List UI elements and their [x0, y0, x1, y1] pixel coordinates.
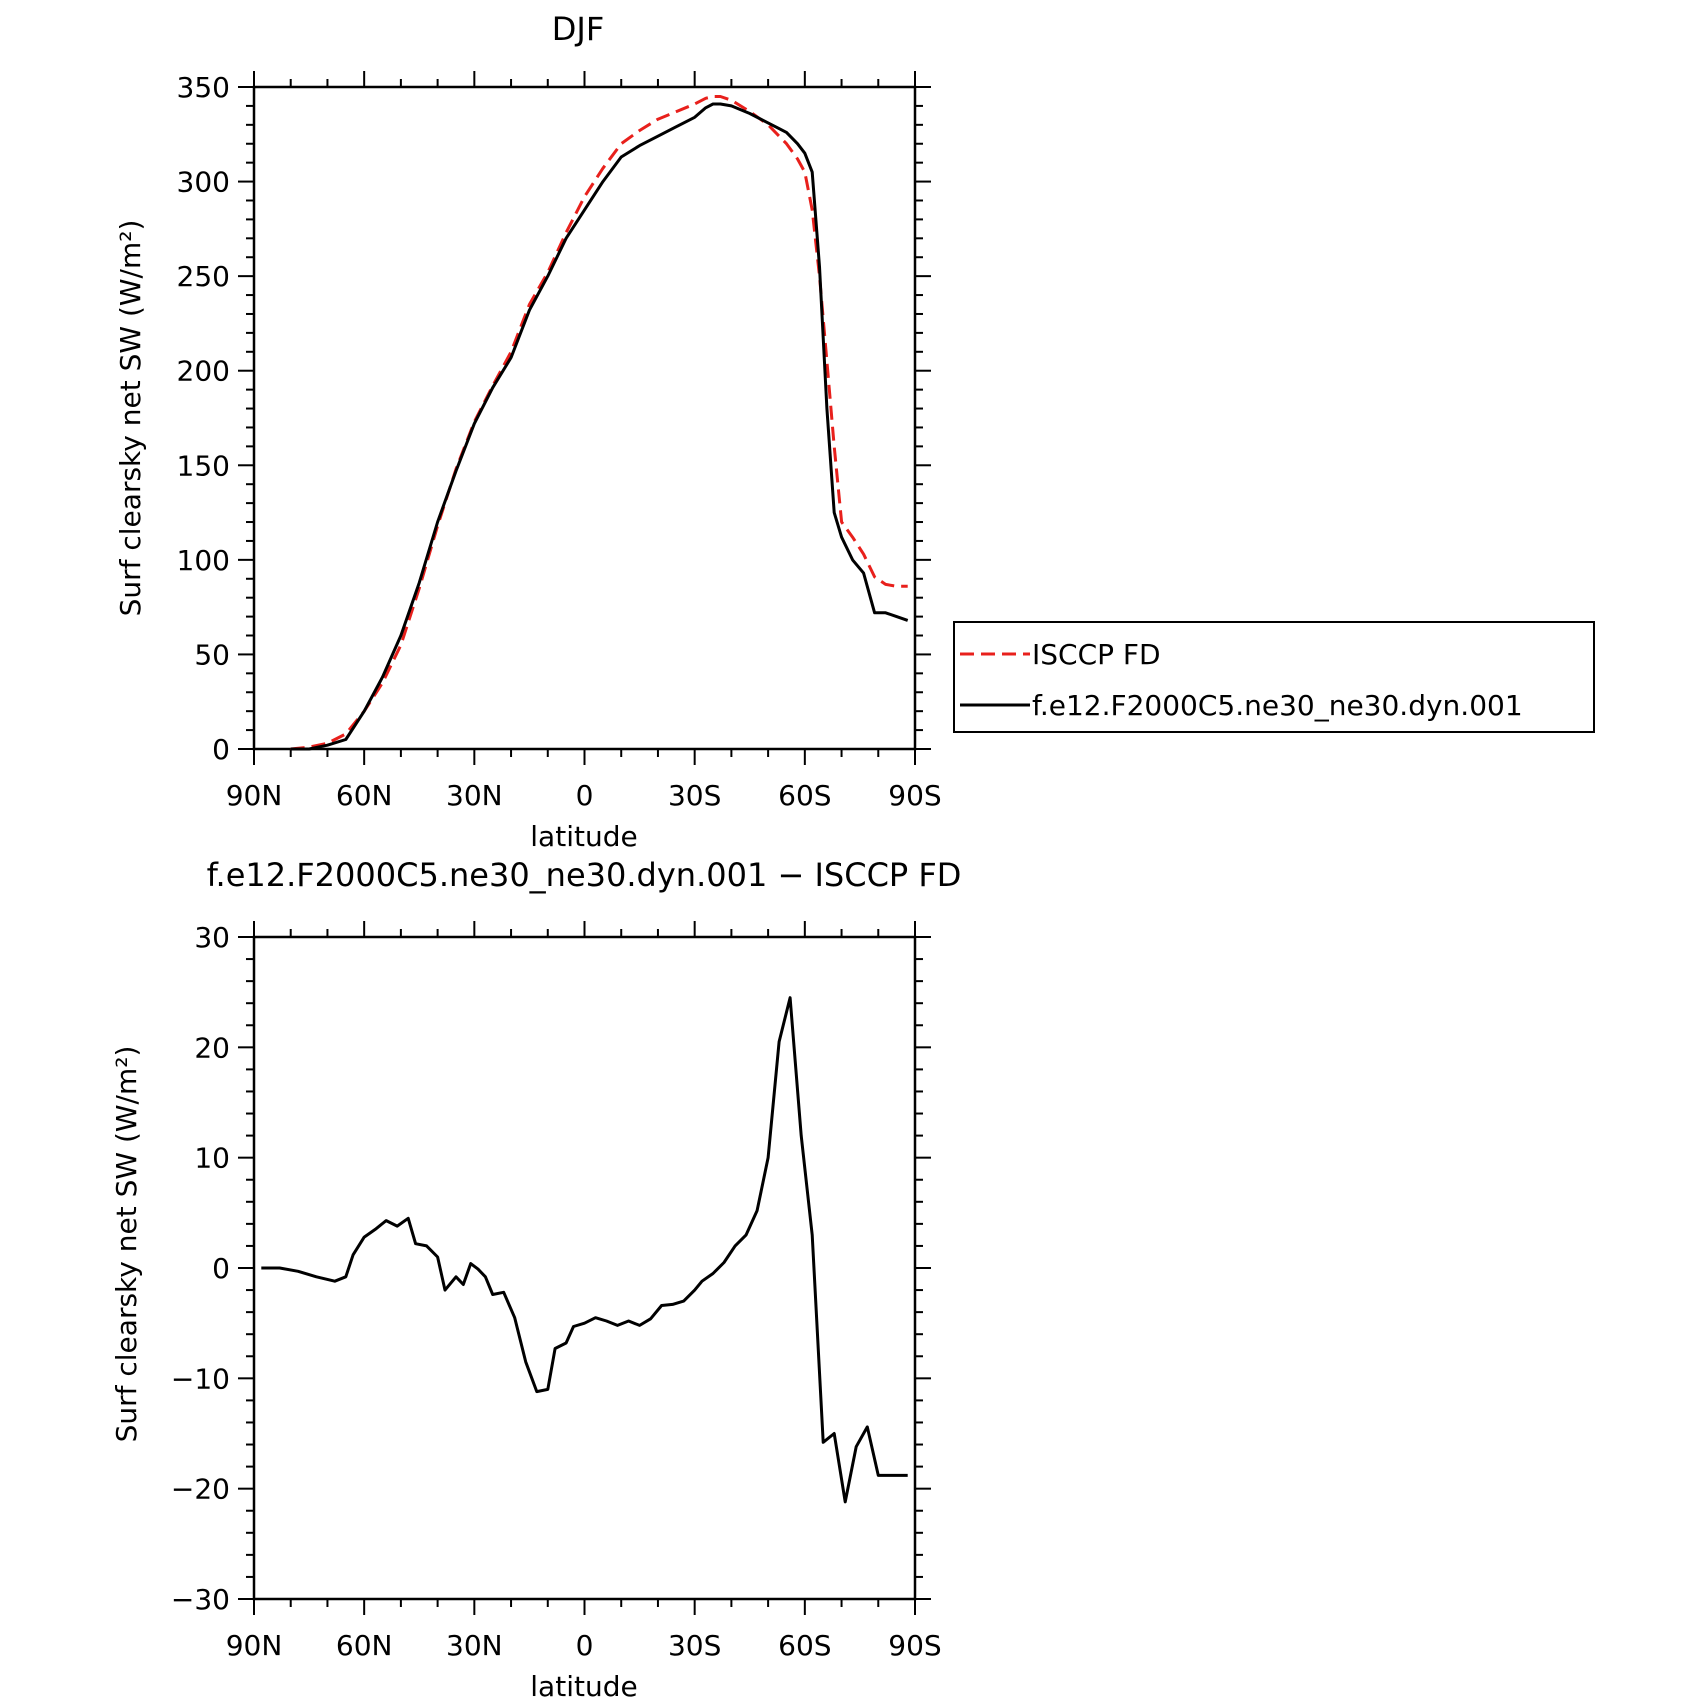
top-series-line-1 [290, 102, 909, 751]
legend-box [953, 621, 1595, 733]
bottom-y-tick-label: 0 [212, 1252, 230, 1285]
bottom-x-tick-label: 30N [446, 1629, 503, 1662]
top-y-tick-label: 0 [212, 733, 230, 766]
top-x-tick-label: 60S [778, 779, 831, 812]
top-panel-title: DJF [552, 10, 604, 48]
bottom-y-tick-label: 10 [194, 1142, 230, 1175]
bottom-x-tick-label: 30S [668, 1629, 721, 1662]
bottom-x-ticks: 90N 60N 30N 0 30S 60S 90S [226, 921, 942, 1662]
bottom-y-tick-label: −20 [171, 1473, 230, 1506]
top-y-tick-label: 50 [194, 638, 230, 671]
top-y-tick-label: 200 [177, 355, 230, 388]
bottom-y-tick-label: 30 [194, 921, 230, 954]
top-x-axis-label: latitude [530, 820, 637, 853]
bottom-y-tick-label: −30 [171, 1583, 230, 1616]
top-x-tick-label: 30S [668, 779, 721, 812]
bottom-x-tick-label: 60N [336, 1629, 393, 1662]
top-y-tick-label: 250 [177, 260, 230, 293]
top-y-tick-label: 300 [177, 166, 230, 199]
bottom-y-tick-label: −10 [171, 1362, 230, 1395]
bottom-y-tick-label: 20 [194, 1031, 230, 1064]
bottom-panel-title: f.e12.F2000C5.ne30_ne30.dyn.001 − ISCCP … [207, 856, 962, 894]
bottom-x-tick-label: 60S [778, 1629, 831, 1662]
top-series-lines [290, 95, 909, 751]
bottom-x-tick-label: 0 [576, 1629, 594, 1662]
bottom-series-lines [261, 996, 908, 1504]
top-y-tick-label: 150 [177, 449, 230, 482]
top-y-tick-label: 100 [177, 544, 230, 577]
legend: ISCCP FD f.e12.F2000C5.ne30_ne30.dyn.001 [953, 621, 1595, 733]
top-x-ticks: 90N 60N 30N 0 30S 60S 90S [226, 71, 942, 812]
top-x-tick-label: 90N [226, 779, 283, 812]
top-x-tick-label: 30N [446, 779, 503, 812]
bottom-x-tick-label: 90S [888, 1629, 941, 1662]
top-x-tick-label: 90S [888, 779, 941, 812]
top-y-axis-label: Surf clearsky net SW (W/m²) [114, 220, 147, 617]
top-plot-frame [252, 85, 917, 751]
bottom-x-tick-label: 90N [226, 1629, 283, 1662]
legend-label-model: f.e12.F2000C5.ne30_ne30.dyn.001 [1032, 689, 1523, 722]
bottom-x-axis-label: latitude [530, 1670, 637, 1703]
top-x-tick-label: 0 [576, 779, 594, 812]
bottom-y-axis-label: Surf clearsky net SW (W/m²) [110, 1046, 143, 1443]
top-series-line-0 [290, 95, 908, 751]
bottom-y-ticks: −30 −20 −10 0 10 20 30 [171, 921, 931, 1616]
top-y-tick-label: 350 [177, 71, 230, 104]
top-panel: DJF 0 50 100 150 200 250 300 350 90N 60N 30N 0 30S 6… [114, 10, 1595, 853]
top-y-ticks: 0 50 100 150 200 250 300 350 [177, 71, 931, 766]
top-x-tick-label: 60N [336, 779, 393, 812]
legend-label-isccp-fd: ISCCP FD [1032, 638, 1161, 671]
bottom-panel: f.e12.F2000C5.ne30_ne30.dyn.001 − ISCCP … [110, 856, 961, 1703]
bottom-plot-frame [252, 935, 917, 1601]
bottom-series-line-0 [261, 996, 908, 1504]
